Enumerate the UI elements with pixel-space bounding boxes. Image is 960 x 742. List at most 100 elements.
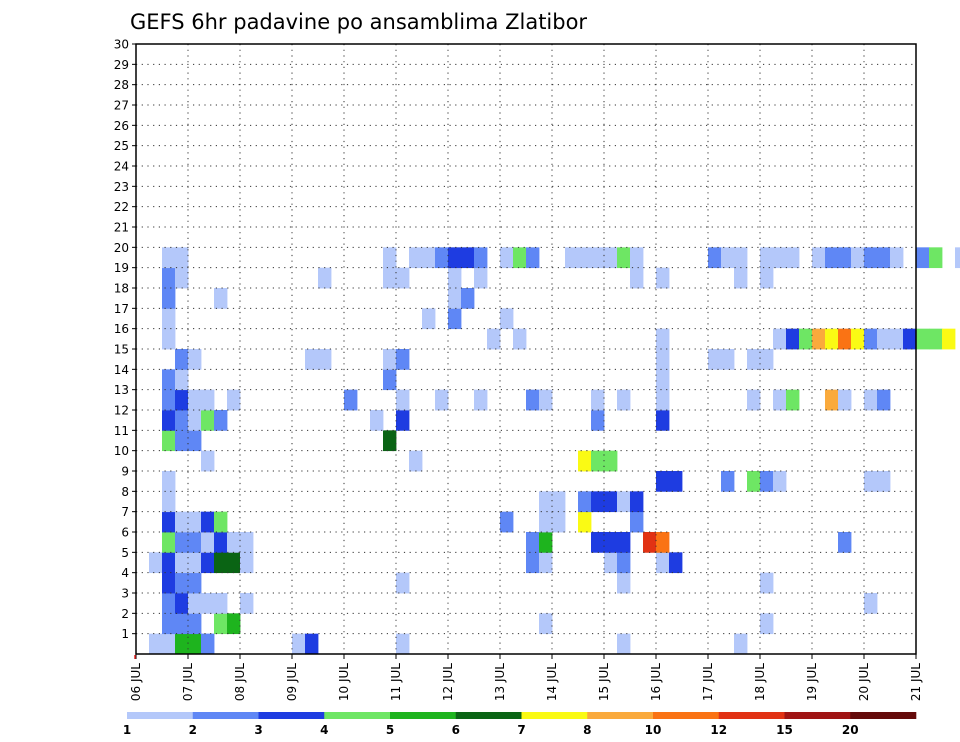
y-tick-label: 18 <box>114 282 129 296</box>
precip-cell <box>526 532 540 553</box>
precip-cell <box>617 633 631 655</box>
x-tick-label: 13 JUL <box>493 663 507 701</box>
precip-cell <box>474 389 488 411</box>
precip-cell <box>188 532 202 553</box>
precip-cell <box>656 410 670 431</box>
x-tick-label: 06 JUL <box>129 663 143 701</box>
precip-cell <box>773 389 787 411</box>
precip-cell <box>396 410 410 431</box>
precip-cell <box>812 328 826 350</box>
precip-cell <box>175 613 189 635</box>
precip-cell <box>500 308 514 330</box>
precip-cell <box>877 328 891 350</box>
precip-cell <box>747 389 761 411</box>
legend-swatch <box>455 712 522 719</box>
color-legend: 1 2 3 4 5 6 7 8 10 12 15 20 <box>123 712 917 737</box>
y-tick-label: 21 <box>114 221 129 235</box>
precip-cell <box>201 511 215 533</box>
precip-cell <box>201 450 215 472</box>
precip-cell <box>227 389 241 411</box>
precip-cell <box>162 389 176 411</box>
precip-cell <box>500 247 514 269</box>
precip-cell <box>656 369 670 391</box>
precip-cell <box>396 389 410 411</box>
y-tick-label: 10 <box>114 444 129 458</box>
legend-label: 10 <box>645 723 662 737</box>
precip-cell <box>188 572 202 594</box>
precip-cell <box>162 491 176 513</box>
precip-cell <box>851 247 865 269</box>
legend-swatch <box>192 712 259 719</box>
precip-cell <box>305 349 319 370</box>
precip-cell <box>604 247 618 269</box>
precip-cell <box>526 552 540 574</box>
precip-cell <box>188 511 202 533</box>
legend-label: 7 <box>517 723 525 737</box>
precip-cell <box>409 247 423 269</box>
precip-cell <box>773 471 787 492</box>
precip-cell <box>812 247 826 269</box>
legend-label: 12 <box>710 723 727 737</box>
precip-cell <box>838 532 852 553</box>
precip-cell <box>396 349 410 370</box>
precip-cell <box>396 572 410 594</box>
chart-title: GEFS 6hr padavine po ansamblima Zlatibor <box>130 10 587 34</box>
x-tick-label: 09 JUL <box>285 663 299 701</box>
precip-cell <box>292 633 306 655</box>
precip-cell <box>162 511 176 533</box>
precip-cell <box>838 328 852 350</box>
precip-cell <box>864 247 878 269</box>
precip-cell <box>539 511 553 533</box>
precip-cell <box>760 349 774 370</box>
legend-swatch <box>324 712 391 719</box>
legend-swatch <box>587 712 654 719</box>
precip-cell <box>578 247 592 269</box>
precip-cell <box>162 572 176 594</box>
precip-cell <box>864 389 878 411</box>
precip-cell <box>188 613 202 635</box>
x-tick-label: 20 JUL <box>857 663 871 701</box>
precip-cell <box>877 471 891 492</box>
precip-cell <box>604 552 618 574</box>
precip-cell <box>903 328 917 350</box>
precip-cell <box>500 511 514 533</box>
legend-swatch <box>653 712 720 719</box>
precip-cell <box>604 491 618 513</box>
y-tick-label: 29 <box>114 58 129 72</box>
x-tick-label: 16 JUL <box>649 663 663 701</box>
precip-cell <box>578 491 592 513</box>
precip-cell <box>162 369 176 391</box>
precip-cell <box>591 389 605 411</box>
precip-cell <box>175 572 189 594</box>
precip-cell <box>708 247 722 269</box>
precip-cell <box>214 410 228 431</box>
precip-cell <box>240 593 254 614</box>
precip-cell <box>591 410 605 431</box>
precip-cell <box>617 389 631 411</box>
precip-cell <box>383 247 397 269</box>
precip-cell <box>786 328 800 350</box>
precip-cell <box>162 247 176 269</box>
precip-cell <box>916 247 930 269</box>
precip-cell <box>578 511 592 533</box>
x-tick-label: 18 JUL <box>753 663 767 701</box>
precip-cell <box>760 613 774 635</box>
y-tick-label: 9 <box>121 465 129 479</box>
precip-cell <box>604 450 618 472</box>
precip-cell <box>448 288 462 309</box>
precip-cell <box>617 572 631 594</box>
precip-cell <box>552 511 566 533</box>
precip-cell <box>513 328 527 350</box>
precip-cell <box>227 552 241 574</box>
legend-label: 6 <box>452 723 460 737</box>
precip-cell <box>227 532 241 553</box>
precip-cell <box>201 410 215 431</box>
x-tick-label: 07 JUL <box>181 663 195 701</box>
precip-cell <box>214 552 228 574</box>
precip-cell <box>773 328 787 350</box>
precip-cell <box>760 247 774 269</box>
precip-cell <box>448 267 462 289</box>
precip-cell <box>474 267 488 289</box>
precip-cell <box>786 247 800 269</box>
